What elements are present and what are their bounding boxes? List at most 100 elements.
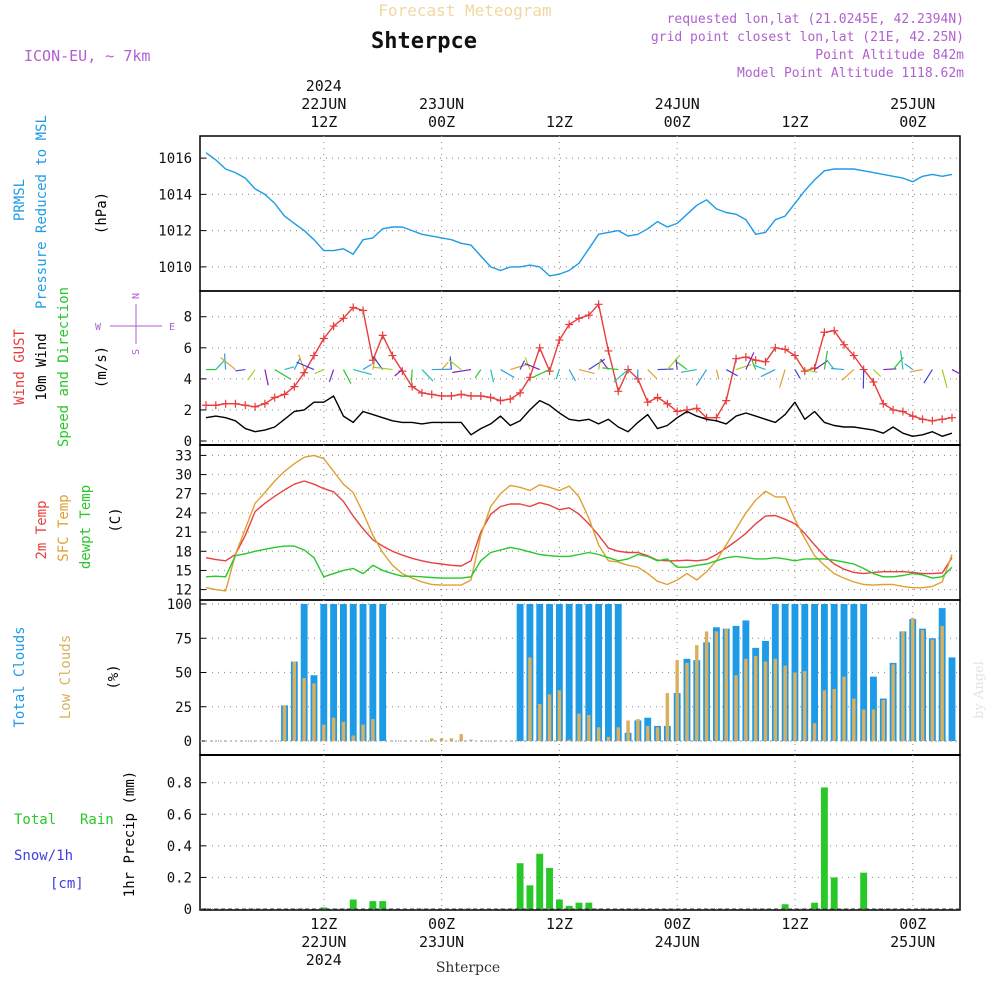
gust-marker: [722, 396, 731, 405]
low-clouds-bar: [842, 676, 846, 741]
time-label-top: 12Z: [546, 113, 573, 131]
wind-arrow: [328, 369, 335, 383]
wind-arrow: [680, 368, 697, 373]
low-clouds-bar: [675, 660, 679, 741]
wind-arrow: [342, 369, 352, 384]
rain-bar: [575, 902, 583, 909]
total-clouds-bar: [850, 604, 858, 741]
time-label-bottom: 00Z: [899, 915, 926, 933]
wind-arrow: [657, 368, 674, 371]
y-tick-label: 0.6: [167, 807, 192, 823]
rain-bar: [585, 902, 593, 909]
total-clouds-bar: [605, 604, 612, 741]
gust-marker: [408, 382, 417, 391]
wind-arrow: [410, 369, 413, 383]
temp2m-line: [205, 480, 953, 575]
low-clouds-bar: [901, 631, 905, 741]
dewpt-label: dewpt Temp: [78, 485, 94, 569]
wind-arrow: [448, 359, 462, 371]
compass-south: S: [131, 349, 142, 355]
wind-arrow: [613, 369, 629, 383]
gust-marker: [624, 365, 633, 374]
time-label-top: 2024: [306, 77, 342, 95]
point-altitude: Point Altitude 842m: [815, 48, 964, 63]
gust-marker: [535, 343, 544, 352]
low-clouds-bar: [724, 628, 728, 741]
pressure-line: [205, 152, 953, 277]
total-label: Total: [14, 812, 56, 828]
low-clouds-bar: [636, 719, 640, 741]
low-clouds-bar: [685, 662, 689, 741]
pressure-label-long: Pressure Reduced to MSL: [34, 115, 50, 309]
total-clouds-bar: [575, 604, 583, 741]
low-clouds-bar: [911, 617, 915, 741]
temp2m-label: 2m Temp: [34, 500, 50, 559]
requested-coords: requested lon,lat (21.0245E, 42.2394N): [667, 12, 964, 27]
gust-marker: [349, 303, 358, 312]
total-clouds-bar: [811, 604, 819, 741]
y-tick-label: 27: [175, 487, 192, 503]
low-clouds-bar: [449, 738, 454, 741]
gust-marker: [751, 356, 760, 365]
gust-marker: [732, 354, 741, 363]
footer-location: Shterpce: [436, 960, 500, 976]
total-clouds-bar: [830, 604, 838, 741]
rain-bar: [811, 902, 819, 909]
low-clouds-bar: [940, 625, 944, 741]
low-clouds-bar: [567, 739, 571, 741]
total-clouds-bar: [555, 604, 563, 741]
time-label-bottom: 23JUN: [419, 933, 464, 951]
chart-title: Forecast Meteogram: [378, 1, 551, 20]
y-tick-label: 1010: [158, 260, 192, 276]
gust-marker: [309, 351, 318, 360]
time-label-bottom: 22JUN: [301, 933, 346, 951]
gust-marker: [790, 351, 799, 360]
gust-marker: [800, 367, 809, 376]
rain-bar: [516, 863, 524, 909]
gust-marker: [467, 391, 476, 400]
y-tick-label: 8: [184, 310, 192, 326]
y-tick-label: 30: [175, 468, 192, 484]
clouds-units: (%): [106, 664, 122, 689]
low-clouds-bar: [881, 699, 886, 741]
wind-arrow: [247, 369, 256, 381]
wind-arrow: [695, 369, 708, 386]
low-clouds-bar: [645, 725, 650, 741]
rain-bar: [526, 885, 534, 909]
wind-arrow: [841, 369, 855, 381]
total-clouds-label: Total Clouds: [12, 626, 28, 727]
gust-marker: [319, 334, 328, 343]
gust-marker: [575, 314, 583, 323]
wind-arrow: [220, 357, 236, 371]
compass-east: E: [169, 322, 175, 333]
low-clouds-bar: [783, 665, 787, 741]
low-clouds-bar: [852, 698, 856, 741]
gust-label: Wind GUST: [12, 329, 28, 405]
time-label-top: 24JUN: [655, 95, 700, 113]
wind-arrow: [715, 369, 720, 380]
total-clouds-bar: [369, 604, 377, 741]
compass-north: N: [131, 293, 142, 299]
gust-marker: [486, 393, 495, 402]
time-label-top: 12Z: [310, 113, 337, 131]
low-clouds-bar: [930, 639, 935, 741]
y-tick-label: 0.4: [167, 839, 192, 855]
y-tick-label: 4: [184, 372, 192, 388]
credit-watermark: by Angel: [972, 661, 987, 719]
total-clouds-bar: [870, 676, 877, 741]
time-label-bottom: 00Z: [664, 915, 691, 933]
y-tick-label: 100: [167, 597, 192, 613]
total-clouds-bar: [359, 604, 367, 741]
total-clouds-bar: [349, 604, 357, 741]
wind-arrow: [524, 357, 531, 370]
wind-arrow: [804, 368, 818, 374]
total-clouds-bar: [300, 604, 308, 741]
rain-bar: [536, 853, 544, 909]
time-label-top: 00Z: [899, 113, 926, 131]
wind-arrow: [823, 350, 828, 370]
wind-line: [205, 395, 953, 437]
snow-label: Snow/1h: [14, 848, 73, 864]
y-tick-label: 25: [175, 700, 192, 716]
low-clouds-bar: [812, 723, 817, 741]
y-tick-label: 0: [184, 734, 192, 750]
